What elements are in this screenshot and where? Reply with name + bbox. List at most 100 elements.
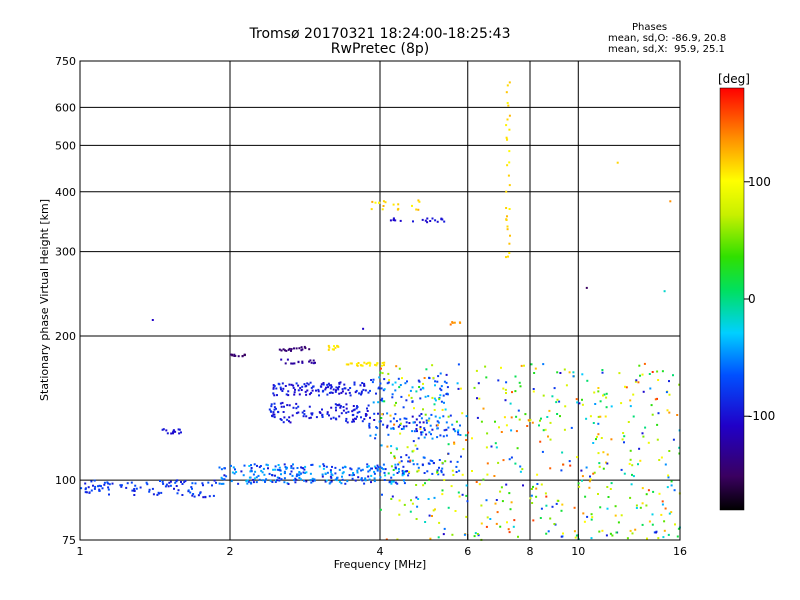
data-point — [415, 518, 418, 520]
data-point — [473, 386, 476, 389]
data-point — [277, 410, 280, 413]
data-point — [442, 473, 445, 476]
data-point — [335, 389, 337, 392]
data-point — [651, 523, 654, 526]
data-point — [438, 416, 441, 419]
data-point — [247, 480, 250, 483]
data-point — [93, 479, 96, 482]
data-point — [516, 447, 519, 450]
data-point — [617, 521, 620, 524]
data-point — [575, 534, 578, 537]
data-point — [346, 480, 349, 483]
data-point — [610, 438, 613, 441]
data-point — [338, 480, 341, 483]
data-point — [593, 391, 596, 394]
data-point — [305, 415, 308, 418]
data-point — [330, 385, 333, 388]
data-point — [505, 91, 508, 94]
data-point — [353, 381, 356, 384]
data-point — [570, 426, 573, 429]
data-point — [672, 374, 674, 377]
data-point — [480, 522, 483, 525]
data-point — [288, 383, 291, 386]
data-point — [505, 392, 507, 394]
data-point — [324, 480, 327, 483]
data-point — [521, 468, 524, 471]
data-point — [392, 417, 395, 420]
data-point — [393, 455, 396, 458]
data-point — [440, 400, 443, 403]
data-point — [423, 436, 426, 439]
data-point — [293, 393, 296, 396]
data-point — [397, 203, 400, 206]
data-point — [651, 413, 654, 416]
data-point — [354, 417, 356, 420]
data-point — [417, 208, 420, 211]
data-point — [418, 386, 421, 388]
data-point — [455, 420, 458, 423]
x-axis-ticks: 1 2 4 6 8 10 16 — [77, 534, 687, 558]
data-point — [547, 435, 549, 438]
data-point — [602, 394, 604, 397]
data-point — [373, 477, 376, 480]
data-point — [391, 393, 394, 396]
data-point — [441, 408, 444, 411]
data-point — [627, 421, 630, 423]
data-point — [169, 480, 172, 483]
data-point — [360, 390, 363, 393]
data-point — [509, 508, 512, 511]
data-point — [584, 495, 587, 498]
data-point — [527, 419, 530, 422]
data-point — [315, 389, 317, 392]
data-point — [367, 391, 370, 394]
y-tick-label: 300 — [55, 246, 76, 259]
data-point — [301, 348, 304, 351]
data-point — [609, 532, 612, 535]
data-point — [480, 504, 483, 507]
data-point — [431, 217, 434, 220]
data-point — [437, 375, 440, 378]
data-point — [341, 466, 344, 469]
data-point — [434, 399, 437, 402]
data-point — [344, 387, 347, 390]
data-point — [280, 405, 283, 408]
data-point — [202, 496, 205, 499]
data-point — [561, 503, 564, 506]
data-point — [635, 507, 638, 509]
data-point — [93, 487, 96, 490]
data-point — [440, 469, 443, 472]
data-point — [541, 450, 544, 453]
data-point — [318, 394, 320, 397]
data-point — [333, 345, 335, 348]
data-point — [259, 465, 262, 467]
data-point — [431, 515, 433, 517]
data-point — [281, 390, 284, 392]
data-point — [389, 219, 392, 222]
data-point — [441, 467, 444, 470]
data-point — [240, 470, 243, 473]
data-point — [413, 407, 415, 410]
data-point — [505, 207, 508, 209]
data-point — [280, 349, 283, 352]
data-point — [294, 481, 297, 484]
data-point — [602, 467, 605, 470]
data-point — [598, 462, 601, 465]
data-point — [447, 415, 450, 418]
data-point — [595, 438, 597, 441]
data-point — [359, 384, 362, 387]
chart-title: Tromsø 20170321 18:24:00-18:25:43 — [249, 26, 511, 42]
data-point — [374, 201, 377, 204]
data-point — [340, 482, 343, 485]
data-point — [632, 415, 635, 418]
data-point — [379, 420, 382, 423]
data-point — [108, 483, 111, 486]
data-point — [354, 391, 357, 394]
data-point — [561, 451, 564, 454]
data-point — [514, 390, 517, 393]
data-point — [98, 489, 101, 492]
data-point — [505, 256, 507, 259]
data-point — [392, 218, 395, 221]
colorbar-unit: [deg] — [718, 72, 750, 86]
data-point — [463, 533, 466, 536]
data-point — [555, 401, 558, 404]
